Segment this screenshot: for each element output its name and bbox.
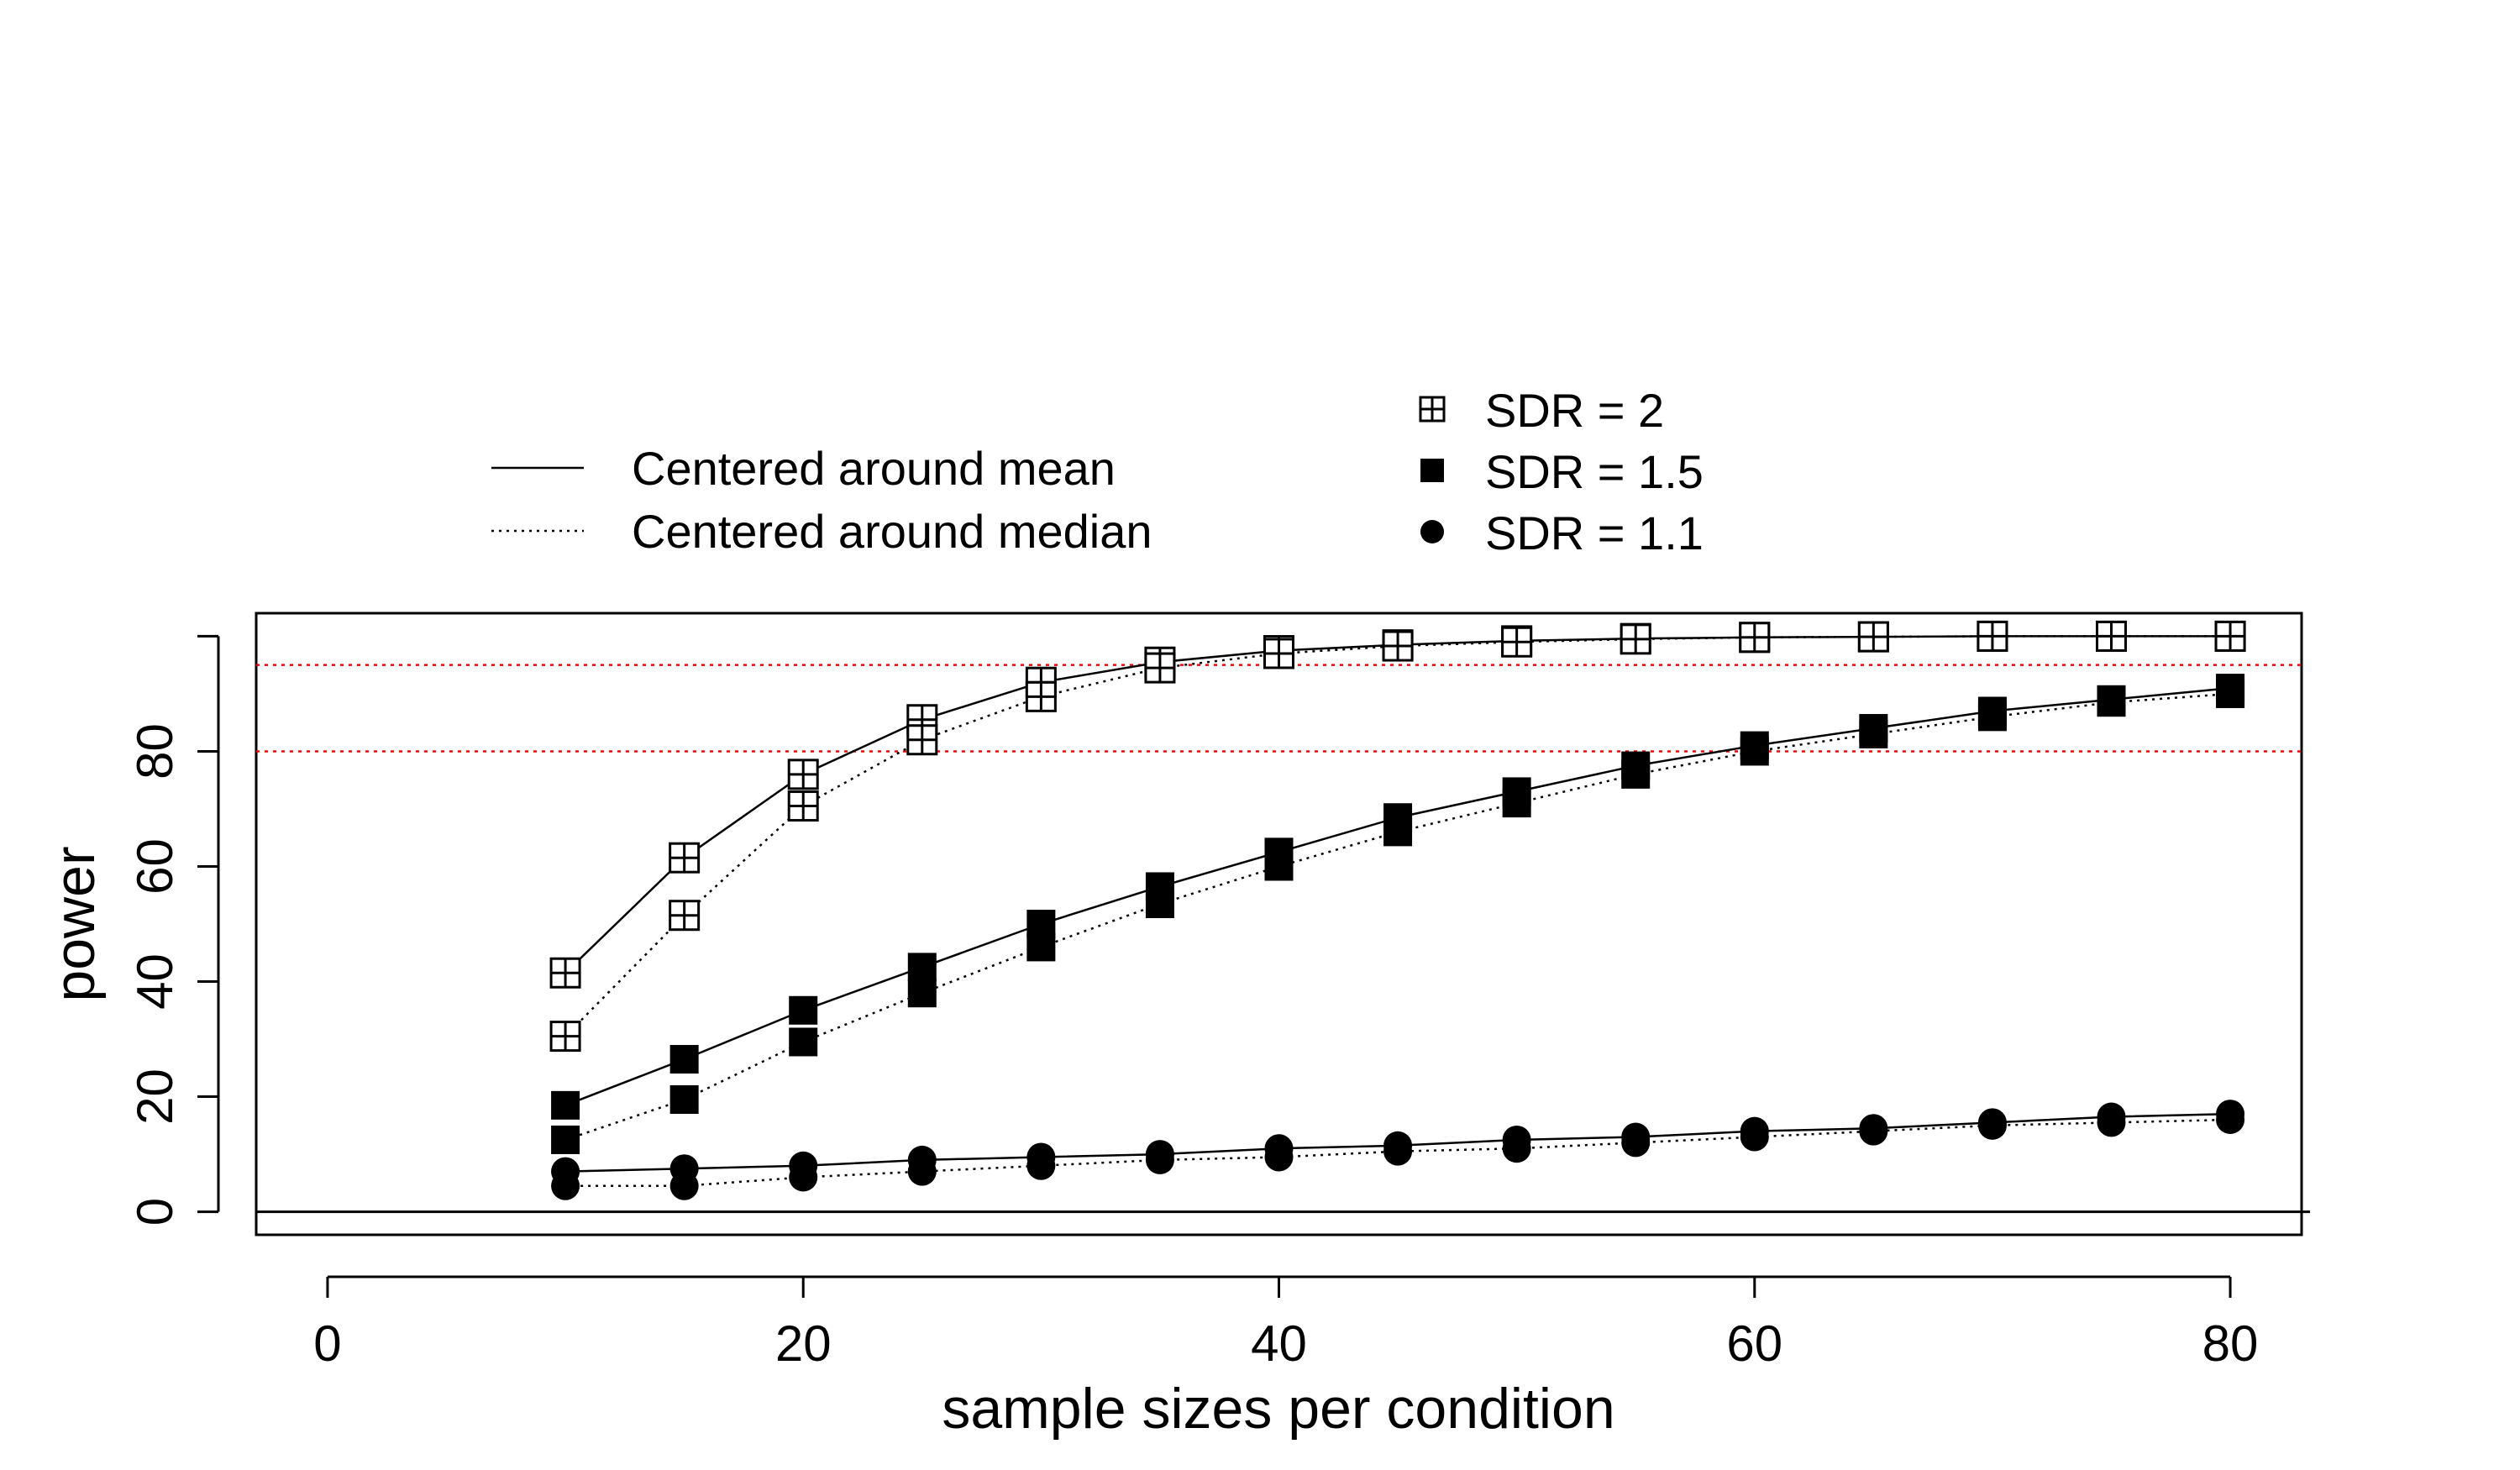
data-point-s5-1: [669, 1171, 699, 1200]
data-point-s1-14: [2214, 620, 2246, 652]
data-point-s3-0: [551, 1125, 580, 1154]
data-point-s5-12: [1977, 1110, 2007, 1140]
data-point-s0-0: [549, 957, 581, 989]
data-point-s1-9: [1620, 623, 1651, 655]
x-axis-title: sample sizes per condition: [942, 1377, 1614, 1441]
data-point-s1-5: [1144, 652, 1176, 684]
data-point-s5-7: [1383, 1137, 1413, 1166]
data-point-s1-8: [1501, 626, 1533, 658]
series-markers: [549, 620, 2246, 1200]
data-point-s1-6: [1263, 638, 1294, 669]
data-point-s3-6: [1264, 852, 1294, 881]
legend-line-label-dotted: Centered around median: [632, 505, 1152, 558]
data-point-s1-7: [1382, 630, 1414, 662]
data-point-s3-4: [1026, 932, 1056, 962]
data-point-s5-11: [1859, 1116, 1888, 1146]
data-point-s5-0: [551, 1171, 580, 1200]
data-point-s0-1: [669, 842, 701, 874]
y-tick-label-60: 60: [127, 838, 183, 895]
data-point-s3-13: [2097, 688, 2126, 717]
data-point-s3-8: [1502, 789, 1531, 818]
data-point-s3-1: [669, 1084, 699, 1114]
data-point-s5-6: [1264, 1142, 1294, 1172]
legend-marker-label-boxplus: SDR = 2: [1485, 384, 1664, 437]
data-point-s1-2: [787, 790, 819, 822]
legend-marker-boxplus: [1419, 396, 1446, 423]
data-point-s1-3: [906, 724, 938, 756]
data-point-s1-12: [1977, 620, 2008, 652]
data-point-s2-0: [551, 1090, 580, 1120]
data-point-s5-9: [1621, 1128, 1651, 1158]
y-tick-label-40: 40: [127, 953, 183, 1010]
data-point-s5-4: [1026, 1151, 1056, 1180]
data-point-s5-14: [2216, 1105, 2245, 1134]
data-point-s3-3: [907, 979, 937, 1008]
x-tick-label-40: 40: [1251, 1315, 1307, 1372]
data-point-s1-13: [2095, 620, 2127, 652]
data-point-s3-10: [1740, 737, 1769, 766]
data-point-s3-9: [1621, 759, 1651, 789]
data-point-s5-3: [907, 1157, 937, 1186]
data-point-s3-11: [1859, 719, 1888, 748]
data-point-s3-5: [1145, 890, 1174, 919]
legend-line-styles: Centered around mean Centered around medi…: [491, 442, 1152, 558]
legend-marker-label-square: SDR = 1.5: [1485, 445, 1704, 498]
y-axis: 0 20 40 60 80: [127, 634, 220, 1226]
y-axis-title: power: [43, 846, 107, 1001]
data-point-s5-8: [1502, 1134, 1531, 1163]
legend-marker-square: [1420, 459, 1444, 482]
y-tick-label-0: 0: [127, 1198, 183, 1226]
data-point-s5-5: [1145, 1145, 1174, 1174]
data-point-s2-1: [669, 1045, 699, 1074]
x-tick-label-20: 20: [775, 1315, 832, 1372]
legend-markers: SDR = 2 SDR = 1.5 SDR = 1.1: [1419, 384, 1704, 559]
data-point-s1-1: [669, 900, 701, 932]
data-point-s1-4: [1025, 680, 1057, 712]
data-point-s5-10: [1740, 1122, 1769, 1152]
data-point-s3-7: [1383, 817, 1413, 847]
legend-marker-circle: [1420, 520, 1444, 543]
y-tick-label-80: 80: [127, 723, 183, 780]
data-point-s3-14: [2216, 679, 2245, 708]
data-point-s1-10: [1739, 622, 1771, 654]
data-point-s5-13: [2097, 1108, 2126, 1137]
data-point-s0-2: [787, 759, 819, 790]
data-point-s3-2: [789, 1027, 818, 1057]
x-tick-label-60: 60: [1726, 1315, 1782, 1372]
data-point-s1-0: [549, 1021, 581, 1053]
x-tick-label-0: 0: [313, 1315, 341, 1372]
y-tick-label-20: 20: [127, 1068, 183, 1125]
data-point-s2-3: [907, 953, 937, 982]
x-axis: 0 20 40 60 80: [313, 1275, 2259, 1372]
data-point-s5-2: [789, 1163, 818, 1192]
x-tick-label-80: 80: [2202, 1315, 2259, 1372]
data-point-s1-11: [1857, 621, 1889, 653]
legend-marker-label-circle: SDR = 1.1: [1485, 507, 1704, 559]
data-point-s3-12: [1977, 702, 2007, 732]
legend-line-label-solid: Centered around mean: [632, 442, 1116, 495]
plot-frame: [255, 612, 2303, 1236]
data-point-s2-2: [789, 995, 818, 1025]
